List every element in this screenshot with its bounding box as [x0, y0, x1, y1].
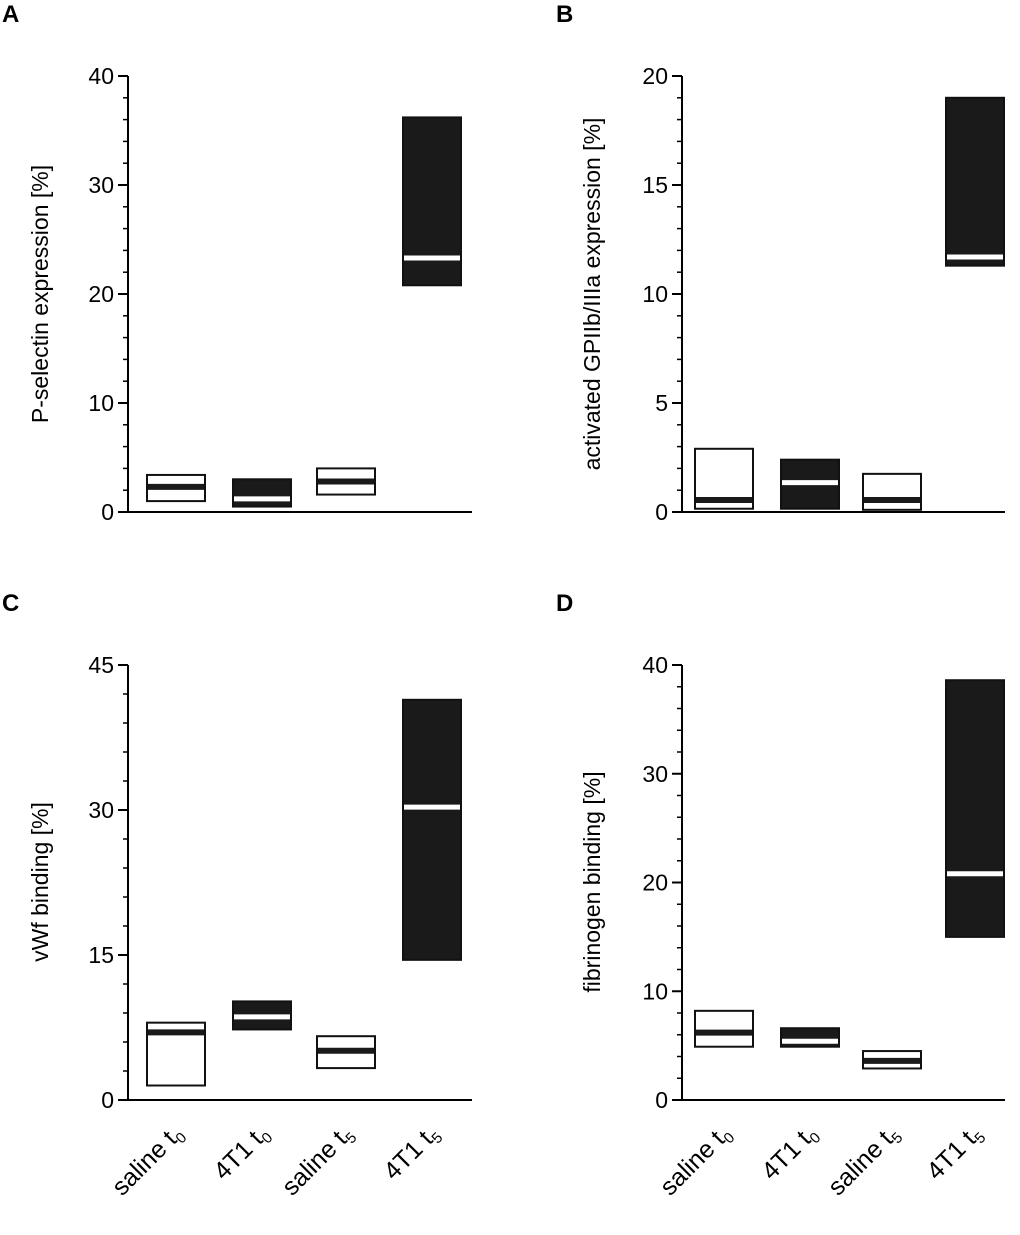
y-axis-label: vWf binding [%]	[27, 802, 53, 962]
x-tick-label: saline t0	[655, 1119, 739, 1203]
panel-a: A 0 10 20 30 40 P-selectin expression [%]	[2, 1, 472, 525]
x-tick-label: saline t5	[277, 1119, 361, 1203]
box-3	[862, 472, 922, 511]
y-tick-label: 30	[642, 761, 668, 787]
panel-d: D 0 10 20 30 40 fibrinogen binding [%] saline …	[556, 590, 1005, 1203]
y-tick-label: 0	[655, 1087, 668, 1113]
y-tick-label: 40	[642, 652, 668, 678]
y-tick-label: 0	[101, 1087, 114, 1113]
box-4	[402, 698, 462, 961]
panel-letter-a: A	[2, 1, 19, 28]
y-tick-label: 40	[88, 63, 114, 89]
y-tick-label: 15	[88, 942, 114, 968]
panel-b: B 0 5 10 15 20 activated GPIIb/IIIa expressio…	[556, 1, 1005, 525]
y-tick-label: 0	[655, 499, 668, 525]
x-tick-label: saline t0	[107, 1119, 191, 1203]
panel-c: C 0 15 30 45 vWf binding [%] saline t0 4T1 t0 s…	[2, 590, 472, 1203]
panel-letter-d: D	[556, 590, 573, 617]
box-2	[232, 478, 292, 508]
box-1	[694, 1009, 754, 1048]
x-tick-label: 4T1 t0	[756, 1119, 824, 1187]
y-tick-label: 0	[101, 499, 114, 525]
y-tick-label: 45	[88, 652, 114, 678]
y-tick-label: 15	[642, 172, 668, 198]
panel-letter-c: C	[2, 590, 19, 617]
y-tick-label: 20	[642, 870, 668, 896]
x-tick-label: 4T1 t5	[378, 1119, 446, 1187]
y-axis-label: P-selectin expression [%]	[27, 165, 53, 423]
y-tick-label: 10	[642, 281, 668, 307]
y-tick-label: 30	[88, 797, 114, 823]
x-tick-label: 4T1 t0	[208, 1119, 276, 1187]
box-2	[780, 1027, 840, 1048]
panel-letter-b: B	[556, 1, 573, 28]
y-tick-label: 20	[642, 63, 668, 89]
y-tick-label: 5	[655, 390, 668, 416]
y-tick-label: 20	[88, 281, 114, 307]
y-tick-label: 10	[642, 978, 668, 1004]
box-4	[945, 96, 1005, 267]
x-tick-label: 4T1 t5	[921, 1119, 989, 1187]
y-axis-label: activated GPIIb/IIIa expression [%]	[579, 118, 605, 471]
y-axis-label: fibrinogen binding [%]	[579, 771, 605, 992]
x-tick-label: saline t5	[823, 1119, 907, 1203]
box-4	[945, 679, 1005, 938]
y-tick-label: 10	[88, 390, 114, 416]
y-tick-label: 30	[88, 172, 114, 198]
